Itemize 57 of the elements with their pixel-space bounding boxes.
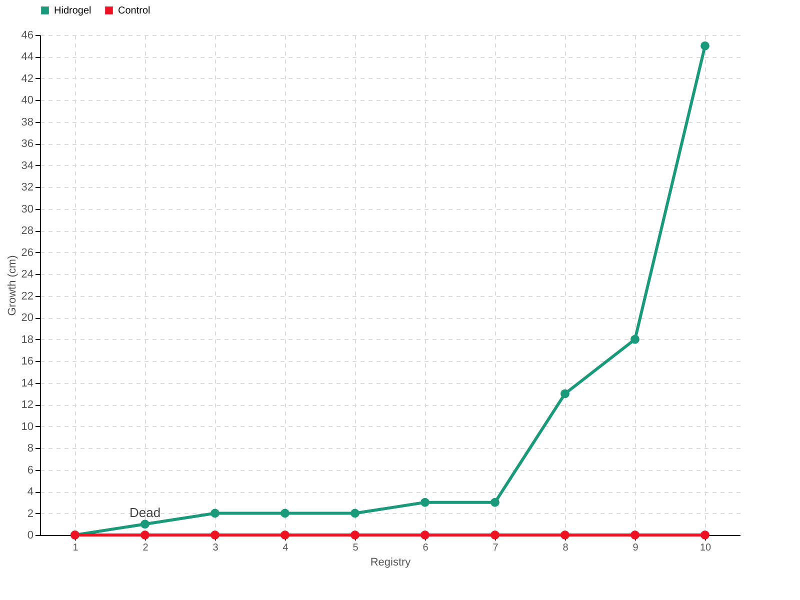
y-tick-label: 12 xyxy=(21,399,34,412)
x-tick-label: 6 xyxy=(422,542,429,554)
point xyxy=(700,530,710,540)
y-tick-label: 14 xyxy=(21,377,34,390)
y-tick-label: 4 xyxy=(27,486,34,498)
y-tick-label: 2 xyxy=(27,508,34,520)
y-axis-title: Growth (cm) xyxy=(6,255,18,316)
point xyxy=(700,41,710,50)
point xyxy=(560,389,570,398)
x-tick-label: 8 xyxy=(562,542,569,554)
point xyxy=(420,530,430,540)
y-tick-label: 38 xyxy=(21,116,34,128)
x-axis-title: Registry xyxy=(370,556,412,568)
y-tick-label: 28 xyxy=(21,225,34,238)
point xyxy=(280,530,290,540)
point xyxy=(630,530,640,540)
x-tick-label: 2 xyxy=(142,542,149,554)
point xyxy=(490,498,500,507)
point xyxy=(210,530,220,540)
x-tick-label: 1 xyxy=(72,542,79,554)
y-tick-label: 42 xyxy=(21,72,34,85)
point xyxy=(490,530,500,540)
y-tick-label: 26 xyxy=(21,246,34,259)
y-tick-label: 6 xyxy=(27,464,34,476)
y-tick-label: 22 xyxy=(21,290,34,302)
y-tick-label: 20 xyxy=(21,312,34,324)
point xyxy=(630,334,640,344)
point xyxy=(350,530,360,540)
y-tick-label: 18 xyxy=(21,334,34,346)
x-tick-label: 7 xyxy=(492,542,499,554)
x-tick-label: 3 xyxy=(212,542,219,554)
y-tick-label: 8 xyxy=(27,442,34,455)
y-tick-label: 36 xyxy=(21,138,34,150)
point xyxy=(140,520,150,529)
x-tick-label: 10 xyxy=(700,542,712,554)
point xyxy=(420,498,430,507)
y-tick-label: 30 xyxy=(21,203,34,216)
x-tick-label: 5 xyxy=(352,542,359,554)
legend-label: Control xyxy=(118,5,150,16)
point xyxy=(140,530,150,540)
point xyxy=(280,508,290,518)
point xyxy=(210,508,220,518)
legend-label: Hidrogel xyxy=(54,5,92,16)
point xyxy=(350,508,360,518)
y-tick-label: 0 xyxy=(27,530,34,542)
y-tick-label: 10 xyxy=(21,420,34,433)
point xyxy=(560,530,570,540)
annotation: Dead xyxy=(129,505,161,520)
x-tick-label: 9 xyxy=(632,542,639,554)
y-tick-label: 16 xyxy=(21,356,34,368)
y-tick-label: 34 xyxy=(21,160,34,172)
y-tick-label: 40 xyxy=(21,94,34,107)
y-tick-label: 44 xyxy=(21,51,34,64)
y-tick-label: 24 xyxy=(21,268,34,281)
y-tick-label: 46 xyxy=(21,30,34,42)
y-tick-label: 32 xyxy=(21,182,34,194)
x-tick-label: 4 xyxy=(282,542,289,554)
